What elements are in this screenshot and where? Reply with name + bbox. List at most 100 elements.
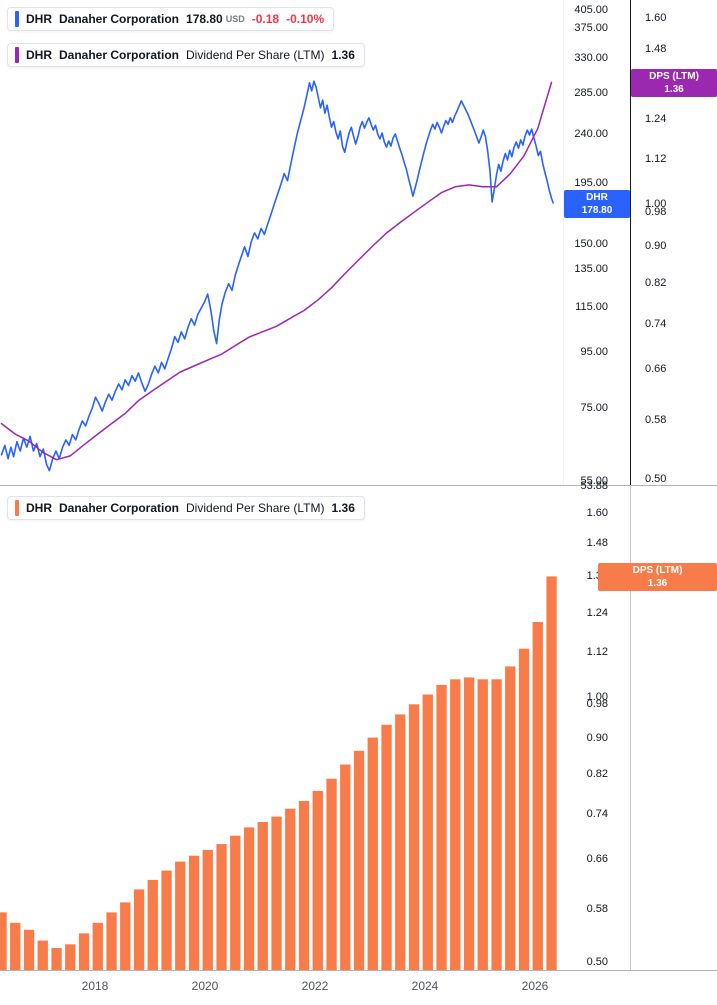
dps-series-color-bar (15, 47, 19, 63)
dps-bar (285, 808, 296, 970)
badge-metric-value: 1.36 (647, 578, 668, 590)
dps-axis-tick: 0.98 (586, 698, 608, 711)
price-axis-tick: 330.00 (574, 52, 608, 65)
price-line (0, 80, 554, 472)
dps-bar (326, 778, 337, 970)
dps-bar (23, 929, 35, 970)
dps-bar (505, 666, 516, 970)
dividend-panel: DHR Danaher Corporation Dividend Per Sha… (0, 485, 717, 970)
legend-metric-name: Dividend Per Share (LTM) (186, 48, 325, 62)
legend-last-price: 178.80 (186, 12, 223, 26)
dps-bar (243, 827, 255, 970)
dps-bar (271, 816, 282, 970)
dps-bar (0, 912, 7, 970)
dps-bar-color-bar (15, 500, 19, 516)
dps-bar (188, 855, 200, 970)
legend-metric-value: 1.36 (331, 48, 355, 62)
dps-bar (532, 622, 543, 970)
legend-change-percent: -0.10% (286, 12, 325, 26)
dps-axis-tick: 1.24 (645, 113, 667, 125)
legend-company-name: Danaher Corporation (59, 12, 180, 26)
price-panel: DHR Danaher Corporation 178.80 USD -0.18… (0, 0, 717, 492)
dps-axis-tick: 1.12 (586, 646, 608, 659)
dps-bar (518, 648, 530, 970)
badge-price-value: 178.80 (581, 204, 613, 216)
dps-axis-tick: 0.74 (645, 317, 667, 330)
dps-axis-tick: 0.90 (645, 240, 667, 252)
dividend-chart-canvas[interactable] (0, 485, 717, 970)
dps-axis-tick: 1.48 (586, 537, 608, 550)
price-axis-tick: 53.88 (580, 480, 608, 492)
year-label: 2022 (301, 979, 329, 993)
price-axis-tick: 55.00 (580, 475, 608, 488)
price-series-color-bar (15, 11, 19, 27)
price-axis-tick: 95.00 (580, 346, 608, 359)
price-axis-tick: 240.00 (574, 127, 608, 140)
legend-company-name: Danaher Corporation (59, 48, 180, 62)
dps-bar (257, 822, 268, 970)
dps-bar (230, 835, 241, 970)
dps-scale-border-bottom (630, 485, 631, 970)
price-axis-badge: DHR 178.80 (564, 189, 630, 218)
dps-axis-tick: 0.66 (645, 363, 667, 375)
price-chart-canvas[interactable] (0, 0, 717, 485)
dps-axis-tick: 1.00 (645, 198, 667, 211)
year-label: 2026 (521, 979, 549, 993)
legend-currency: USD (225, 14, 245, 24)
dps-bar (353, 750, 365, 970)
price-legend[interactable]: DHR Danaher Corporation 178.80 USD -0.18… (7, 7, 335, 31)
dps-bar (298, 801, 310, 970)
dps-axis-tick: 1.12 (645, 153, 667, 166)
legend-symbol: DHR (26, 48, 52, 62)
dps-bar (175, 861, 186, 970)
legend-metric-name: Dividend Per Share (LTM) (186, 501, 325, 515)
dps-axis-tick: 0.82 (586, 767, 608, 780)
badge-symbol: DHR (586, 191, 608, 203)
dps-legend-top[interactable]: DHR Danaher Corporation Dividend Per Sha… (7, 43, 365, 67)
legend-company-name: Danaher Corporation (59, 501, 180, 515)
dps-bar (120, 902, 131, 970)
dps-bar (147, 879, 158, 970)
dps-bar (422, 694, 433, 970)
dps-bar (65, 944, 76, 970)
price-axis-tick: 285.00 (574, 86, 608, 99)
dps-bar (395, 714, 406, 970)
badge-metric: DPS (LTM) (632, 565, 683, 577)
dps-legend-bottom[interactable]: DHR Danaher Corporation Dividend Per Sha… (7, 496, 365, 520)
dps-axis-tick: 0.74 (586, 808, 608, 820)
year-label: 2018 (81, 979, 109, 993)
dps-bar (477, 679, 488, 970)
dps-bar (161, 870, 172, 970)
dps-bar (436, 684, 447, 970)
dps-bar (37, 940, 48, 970)
dps-axis-tick: 1.00 (586, 690, 608, 703)
dps-bar (78, 933, 90, 970)
legend-change: -0.18 (251, 12, 280, 26)
badge-metric: DPS (LTM) (649, 71, 699, 83)
dps-axis-badge-top: DPS (LTM) 1.36 (631, 69, 717, 98)
dps-bar (202, 849, 213, 970)
legend-metric-value: 1.36 (331, 501, 355, 515)
dps-line (0, 81, 553, 461)
dps-bar (133, 889, 145, 970)
dps-bar (312, 790, 323, 970)
dps-bar (216, 844, 227, 970)
price-axis-tick: 75.00 (580, 402, 608, 414)
price-scale-border (563, 0, 564, 485)
year-label: 2024 (411, 979, 439, 993)
dps-bar (10, 922, 21, 970)
panel-divider[interactable] (0, 485, 717, 486)
dps-axis-tick: 1.60 (586, 507, 608, 519)
time-axis[interactable]: 2018 2020 2022 2024 2026 (0, 971, 717, 1005)
price-axis-tick: 115.00 (575, 301, 608, 314)
dps-axis-tick: 1.24 (586, 606, 608, 619)
dps-axis-tick: 0.58 (645, 414, 667, 427)
dps-bar (408, 704, 420, 970)
dps-bar (491, 679, 502, 970)
dps-bar (546, 576, 557, 970)
dps-axis-tick: 1.48 (645, 42, 667, 55)
dps-axis-tick: 0.58 (586, 903, 608, 916)
price-axis-tick: 195.00 (574, 176, 608, 189)
price-axis-tick: 375.00 (574, 22, 608, 35)
